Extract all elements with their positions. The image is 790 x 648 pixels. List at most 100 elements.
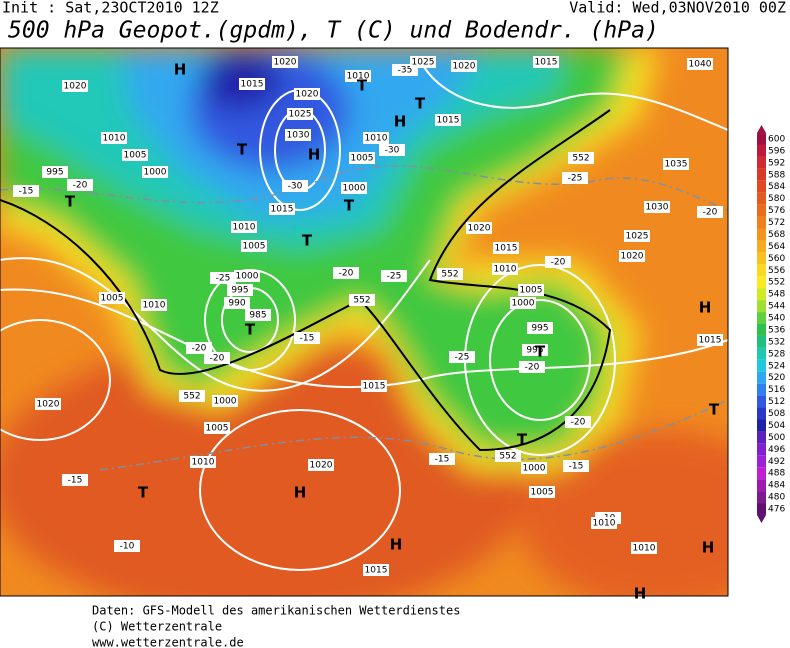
label-box [565,416,591,428]
isobar-label: 1020 [310,461,333,471]
colorbar-label: 576 [768,206,785,216]
label-box [285,129,311,141]
label-box [186,342,212,354]
colorbar-arrow [757,514,766,523]
colorbar-label: 524 [768,361,785,371]
isobar-label: 990 [228,299,245,309]
label-box [631,542,657,554]
isobar-label: -35 [398,66,413,76]
isobar-label: -15 [300,334,315,344]
label-box [563,460,589,472]
colorbar-swatch [757,180,766,193]
valid-time: Valid: Wed,03NOV2010 00Z [569,0,786,17]
label-box [522,344,548,356]
isobar-label: 1020 [621,252,644,262]
isobar-label: 1010 [192,458,215,468]
label-box [363,132,389,144]
isobar-label: 552 [441,270,458,280]
isobar-label: 1020 [468,224,491,234]
colorbar-label: 488 [768,469,785,479]
map-frame [0,47,729,597]
label-box [294,88,320,100]
label-box [141,299,167,311]
isobar-label: 1000 [512,299,535,309]
colorbar-swatch [757,133,766,145]
isobar-label: 1015 [535,58,558,68]
label-box [62,474,88,486]
colorbar-label: 580 [768,194,785,204]
label-box [308,459,334,471]
colorbar-label: 552 [768,278,785,288]
label-box [349,152,375,164]
label-box [122,149,148,161]
label-box [345,70,371,82]
isobar-label: 1005 [206,424,229,434]
label-box [224,297,250,309]
colorbar-swatch [757,144,766,157]
isobar-label: 1010 [593,519,616,529]
label-box [519,361,545,373]
isobar-label: -25 [216,274,231,284]
isobar-label: -15 [569,462,584,472]
label-box [179,390,205,402]
colorbar-swatch [757,371,766,384]
isobar-label: 1000 [214,397,237,407]
colorbar-swatch [757,216,766,229]
colorbar-swatch [757,503,766,515]
colorbar-swatch [757,192,766,205]
isobar-label: -15 [435,455,450,465]
label-box [361,380,387,392]
pressure-center: H [390,536,403,554]
isobar-label: -20 [703,208,718,218]
colorbar-swatch [757,156,766,169]
isobar-label: -20 [192,344,207,354]
label-box [204,352,230,364]
colorbar-label: 556 [768,266,785,276]
label-box [227,284,253,296]
label-box [363,564,389,576]
colorbar-swatch [757,300,766,313]
isobar-label: 1025 [289,110,312,120]
colorbar-swatch [757,491,766,504]
colorbar-label: 592 [768,158,785,168]
colorbar-swatch [757,455,766,468]
isobar-label: 1000 [523,464,546,474]
label-box [231,221,257,233]
label-box [42,166,68,178]
label-box [241,240,267,252]
label-box [245,309,271,321]
isobar-label: 552 [183,392,200,402]
colorbar-label: 532 [768,337,785,347]
label-box [341,182,367,194]
label-box [410,56,436,68]
label-box [545,256,571,268]
label-box [451,60,477,72]
colorbar-label: 548 [768,290,785,300]
isobar-label: 1000 [343,184,366,194]
isobar-label: 1010 [143,301,166,311]
colorbar-swatch [757,276,766,289]
pressure-center: T [415,95,426,113]
label-box [13,185,39,197]
pressure-center: H [394,113,407,131]
label-box [333,267,359,279]
colorbar-swatch [757,407,766,420]
isobar-label: 1005 [243,242,266,252]
pressure-center: H [174,61,187,79]
label-box [101,132,127,144]
colorbar-label: 528 [768,349,785,359]
label-box [35,398,61,410]
isotherms [0,165,728,471]
colorbar-swatch [757,467,766,480]
label-box [492,263,518,275]
isobar-label: -10 [120,542,135,552]
colorbar-label: 484 [768,481,785,491]
colorbar-label: 512 [768,397,785,407]
init-time: Init : Sat,23OCT2010 12Z [2,0,219,17]
label-box [697,334,723,346]
isobar-label: 1005 [101,294,124,304]
label-box [282,180,308,192]
colorbar-label: 600 [768,135,785,145]
pressure-center: T [138,484,149,502]
